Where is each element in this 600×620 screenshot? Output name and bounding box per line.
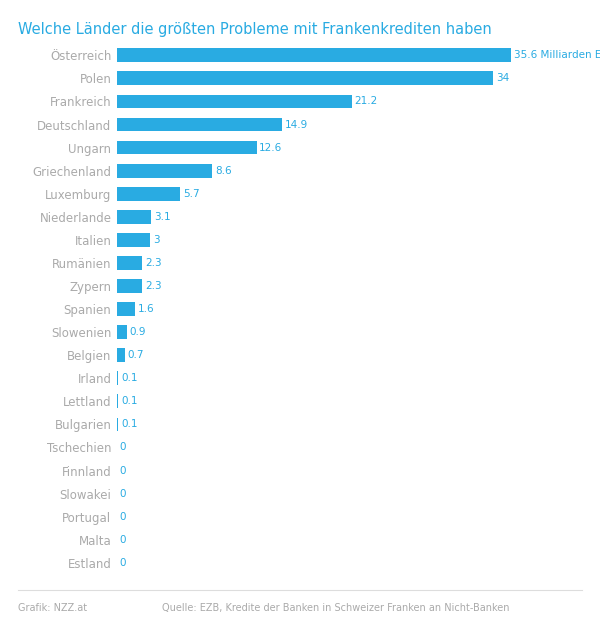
Text: 14.9: 14.9 (285, 120, 308, 130)
Text: 0: 0 (120, 489, 126, 498)
Bar (117, 187, 180, 201)
Bar (117, 94, 352, 108)
Text: 21.2: 21.2 (355, 97, 378, 107)
Bar (117, 233, 150, 247)
Bar (117, 48, 511, 62)
Bar (117, 279, 142, 293)
Text: 12.6: 12.6 (259, 143, 283, 153)
Text: 0.7: 0.7 (128, 350, 144, 360)
Text: 5.7: 5.7 (183, 188, 199, 199)
Bar (117, 417, 118, 432)
Text: 2.3: 2.3 (145, 281, 162, 291)
Bar (117, 210, 151, 224)
Text: 1.6: 1.6 (137, 304, 154, 314)
Text: 35.6 Milliarden Euro: 35.6 Milliarden Euro (514, 50, 600, 60)
Bar (117, 71, 493, 86)
Bar (117, 302, 135, 316)
Text: 0: 0 (120, 443, 126, 453)
Text: 34: 34 (496, 73, 509, 83)
Bar (117, 371, 118, 385)
Text: Quelle: EZB, Kredite der Banken in Schweizer Franken an Nicht-Banken: Quelle: EZB, Kredite der Banken in Schwe… (162, 603, 509, 613)
Text: 3: 3 (153, 235, 160, 245)
Text: 0: 0 (120, 466, 126, 476)
Text: 0.1: 0.1 (121, 419, 137, 430)
Bar (117, 348, 125, 362)
Text: Grafik: NZZ.at: Grafik: NZZ.at (18, 603, 87, 613)
Bar (117, 394, 118, 409)
Text: 8.6: 8.6 (215, 166, 232, 175)
Bar (117, 118, 282, 131)
Text: Welche Länder die größten Probleme mit Frankenkrediten haben: Welche Länder die größten Probleme mit F… (18, 22, 492, 37)
Text: 0: 0 (120, 558, 126, 568)
Text: 3.1: 3.1 (154, 212, 171, 222)
Text: 0: 0 (120, 512, 126, 521)
Bar (117, 164, 212, 177)
Text: 0.9: 0.9 (130, 327, 146, 337)
Text: 2.3: 2.3 (145, 258, 162, 268)
Bar (117, 326, 127, 339)
Text: 0.1: 0.1 (121, 373, 137, 383)
Bar (117, 141, 257, 154)
Text: 0: 0 (120, 535, 126, 545)
Bar (117, 256, 142, 270)
Text: 0.1: 0.1 (121, 396, 137, 406)
